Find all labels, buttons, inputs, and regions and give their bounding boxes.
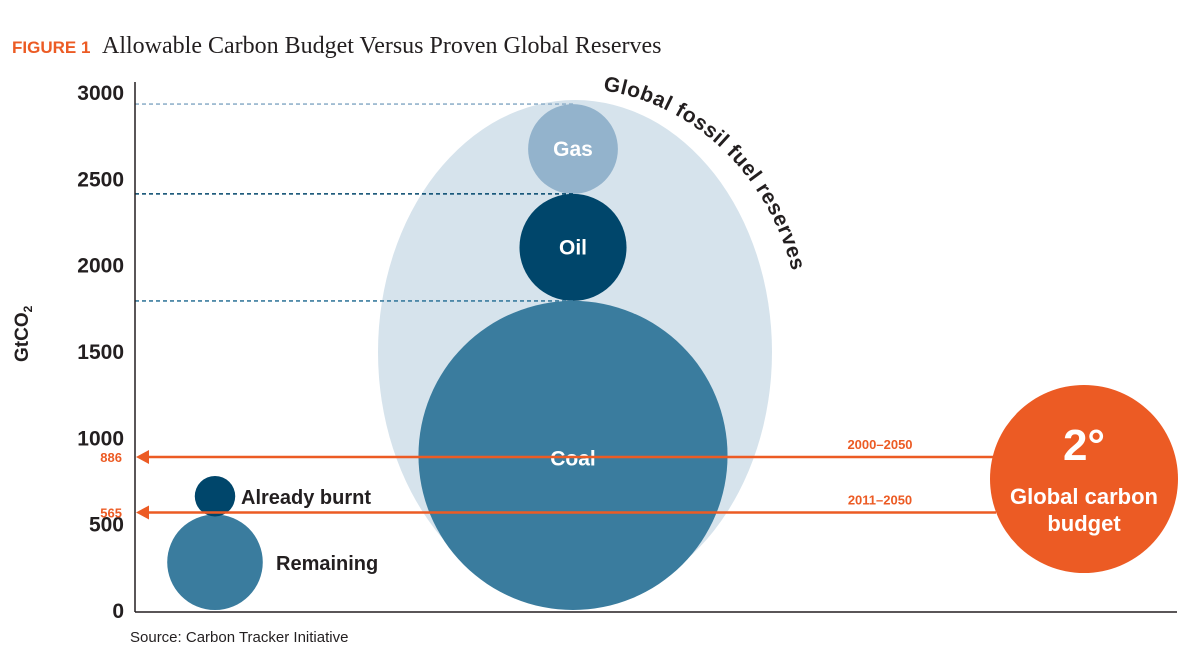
bubble-oil [519, 193, 627, 301]
label-already-burnt: Already burnt [241, 487, 371, 509]
source-note: Source: Carbon Tracker Initiative [130, 629, 348, 646]
bubble-label-coal: Coal [550, 447, 596, 470]
bubble-already-burnt [194, 475, 236, 517]
budget-arrow-head [136, 505, 149, 520]
bubble-gas [528, 104, 618, 194]
y-tick-label: 500 [89, 514, 124, 537]
bubble-coal [418, 300, 728, 610]
budget-period-label: 2000–2050 [847, 437, 912, 452]
y-tick-label: 3000 [77, 82, 124, 105]
figure-label: FIGURE 1 [12, 38, 90, 57]
budget-line1: Global carbon [1010, 484, 1158, 509]
guides-layer [135, 103, 573, 302]
y-tick-label: 1000 [77, 427, 124, 450]
label-remaining: Remaining [276, 553, 378, 575]
axes-layer: 0 500 1000 1500 2000 2500 3000 GtCO2 [12, 82, 1177, 623]
y-tick-label: 1500 [77, 341, 124, 364]
budget-layer: 886 2000–2050 565 2011–2050 2° Global carbonb… [100, 385, 1178, 573]
budget-value-label: 565 [100, 505, 122, 520]
y-axis-label: GtCO2 [12, 305, 35, 362]
bubble-label-oil: Oil [559, 236, 587, 259]
figure-title: Allowable Carbon Budget Versus Proven Gl… [102, 33, 661, 59]
y-tick-label: 2000 [77, 255, 124, 278]
bubble-remaining [167, 514, 263, 610]
budget-period-label: 2011–2050 [848, 492, 912, 507]
budget-circle [990, 385, 1178, 573]
y-tick-label: 0 [112, 600, 124, 623]
budget-value-label: 886 [100, 450, 122, 465]
budget-headline: 2° [1063, 421, 1105, 470]
bubble-label-gas: Gas [553, 138, 593, 161]
y-tick-label: 2500 [77, 168, 124, 191]
budget-arrow-head [136, 450, 149, 465]
y-axis-label-subscript: 2 [21, 305, 35, 312]
budget-line2: budget [1047, 511, 1121, 536]
